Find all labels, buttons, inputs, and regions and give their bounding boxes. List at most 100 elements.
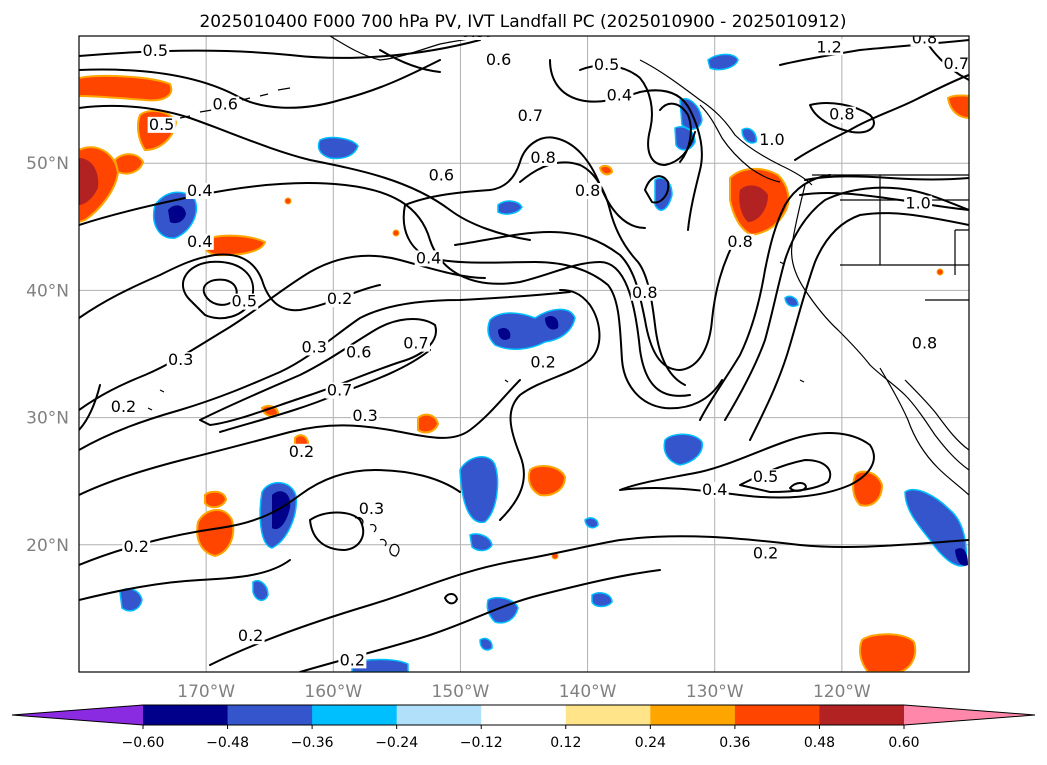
small-islands <box>147 261 805 411</box>
contour-line <box>579 64 696 166</box>
contour-label-bg <box>166 352 195 369</box>
contour-line <box>79 379 521 496</box>
contour-line <box>199 318 437 426</box>
contour-label-bg <box>325 291 354 308</box>
contour-label-bg <box>630 284 659 301</box>
colorbar-segment <box>143 705 229 725</box>
contour-label: 0.3 <box>359 499 384 518</box>
contour-label-bg <box>287 443 316 460</box>
contour-label-bg <box>700 481 729 498</box>
colorbar-tick-label: −0.60 <box>122 735 165 751</box>
colorbar: −0.60 −0.48 −0.36 −0.24 −0.12 0.12 0.24 0.36 0.4… <box>11 704 1036 751</box>
contour-label: 0.7 <box>518 106 543 125</box>
lat-tick-label: 40°N <box>26 281 69 301</box>
lon-tick-label: 170°W <box>177 682 235 702</box>
contour-line <box>79 559 291 601</box>
neg-patch <box>584 517 599 529</box>
lat-tick-label: 20°N <box>26 536 69 556</box>
contour-label: 1.0 <box>905 194 930 213</box>
contour-label: 0.2 <box>753 544 778 563</box>
contour-label: 0.5 <box>143 41 168 60</box>
contour-label-bg <box>414 250 443 267</box>
contour-label: 1.0 <box>759 130 784 149</box>
pos-patch <box>417 413 440 434</box>
contour-label: 0.8 <box>575 181 600 200</box>
coastlines <box>147 36 969 557</box>
contour-line <box>444 593 458 605</box>
contour-line <box>499 289 601 521</box>
contour-label: 0.4 <box>416 248 441 267</box>
contour-label-bg <box>751 469 780 486</box>
contour-label-bg <box>516 107 545 124</box>
contour-label: 0.8 <box>912 334 937 353</box>
lon-tick-label: 140°W <box>559 682 617 702</box>
colorbar-segment <box>396 705 482 725</box>
contour-line <box>181 260 255 320</box>
contour-label-bg <box>236 628 265 645</box>
contour-label: 0.2 <box>123 537 148 556</box>
contour-line <box>724 186 969 421</box>
contour-label-bg <box>529 354 558 371</box>
colorbar-segment <box>819 705 905 725</box>
british-columbia-coast <box>699 104 781 183</box>
contour-label: 0.5 <box>753 467 778 486</box>
contour-label: 0.7 <box>403 334 428 353</box>
contour-label: 0.2 <box>340 650 365 669</box>
neg-patch <box>469 533 493 552</box>
alaska-panhandle <box>639 59 813 186</box>
contour-label: 0.2 <box>530 353 555 372</box>
colorbar-segment <box>650 705 736 725</box>
neg-patch-core <box>168 205 186 224</box>
contour-label: 0.5 <box>594 55 619 74</box>
neg-patch-core <box>545 316 559 330</box>
contour-label: 1.2 <box>816 37 841 56</box>
contour-label-bg <box>211 96 240 113</box>
colorbar-tick-label: −0.36 <box>291 735 334 751</box>
pos-dot <box>392 229 400 237</box>
axis-labels: 170°W 160°W 150°W 140°W 130°W 120°W 20°N 30°N 40… <box>26 154 871 702</box>
pos-patch <box>946 94 969 120</box>
neg-patch <box>497 200 523 215</box>
contour-label: 0.5 <box>149 115 174 134</box>
pos-patch <box>852 470 884 507</box>
contour-label-bg <box>357 501 386 517</box>
contour-label: 0.4 <box>607 86 632 105</box>
contour-label: 0.5 <box>232 292 257 311</box>
contour-line <box>209 535 969 666</box>
contour-label-bg <box>484 51 513 68</box>
negative-pv-patches <box>119 53 968 672</box>
contour-line <box>644 175 670 204</box>
neg-patch-core <box>498 327 511 340</box>
neg-patch <box>591 592 613 608</box>
colorbar-segment <box>227 705 313 725</box>
contour-line <box>309 511 365 551</box>
colorbar-segment <box>481 705 567 725</box>
neg-patch <box>252 580 269 601</box>
contour-line <box>454 231 736 371</box>
lon-tick-label: 130°W <box>686 682 744 702</box>
contour-label: 0.6 <box>212 95 237 114</box>
contour-line <box>549 59 703 231</box>
neg-patch <box>317 136 359 160</box>
contour-label: 0.4 <box>187 181 212 200</box>
contour-labels: 0.50.60.50.40.40.50.30.20.20.3 0.60.70.30… <box>109 36 969 669</box>
us-west-coast <box>790 184 969 471</box>
contour-label-bg <box>141 43 170 60</box>
pos-dot <box>936 268 944 276</box>
pos-patch <box>196 509 235 558</box>
neg-patch-core <box>955 548 968 566</box>
colorbar-extend-low <box>12 705 143 725</box>
contour-label: 0.6 <box>486 50 511 69</box>
contour-label: 0.2 <box>327 289 352 308</box>
pos-patch <box>859 633 917 672</box>
contour-line <box>749 212 969 441</box>
colorbar-extend-high <box>904 705 1035 725</box>
contour-label-bg <box>122 539 151 556</box>
contour-label-bg <box>726 233 755 250</box>
contour-label-bg <box>401 335 430 352</box>
contour-line <box>809 102 875 134</box>
contour-label-bg <box>338 652 367 669</box>
neg-patch <box>459 456 499 524</box>
positive-pv-patches <box>79 75 969 672</box>
contour-label-bg <box>757 132 786 149</box>
